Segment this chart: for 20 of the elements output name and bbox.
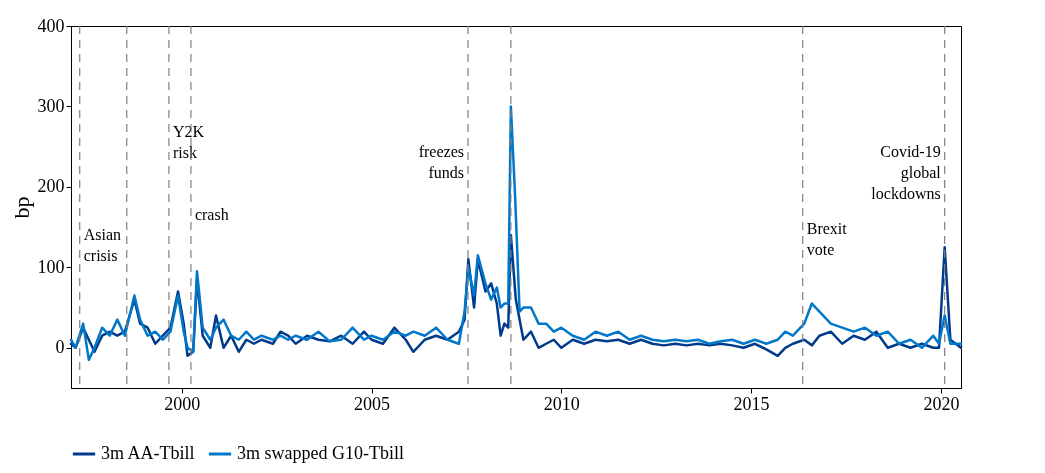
y-axis-title: bp: [8, 196, 34, 219]
legend-label: 3m AA-Tbill: [101, 443, 195, 463]
x-tick-label: 2005: [354, 393, 391, 414]
ref-line-label: Covid-19 global lockdowns: [871, 143, 942, 202]
x-tick-label: 2020: [923, 393, 960, 414]
ref-line-label: Y2K risk: [172, 123, 205, 161]
x-tick-label: 2000: [164, 393, 201, 414]
legend-label: 3m swapped G10-Tbill: [237, 443, 404, 463]
x-tick-label: 2010: [543, 393, 580, 414]
y-tick-label: 0: [55, 337, 65, 358]
x-tick-label: 2015: [733, 393, 770, 414]
y-tick-label: 200: [37, 176, 65, 197]
y-tick-label: 100: [37, 256, 65, 277]
y-tick-label: 300: [37, 95, 65, 116]
ref-line-label: freezes funds: [418, 143, 464, 181]
ref-line-label: Asian crisis: [83, 226, 122, 264]
y-tick-label: 400: [37, 15, 65, 36]
line-series: [69, 105, 963, 362]
ref-line-label: Brexit vote: [806, 220, 848, 258]
ref-line-label: crash: [194, 206, 229, 223]
